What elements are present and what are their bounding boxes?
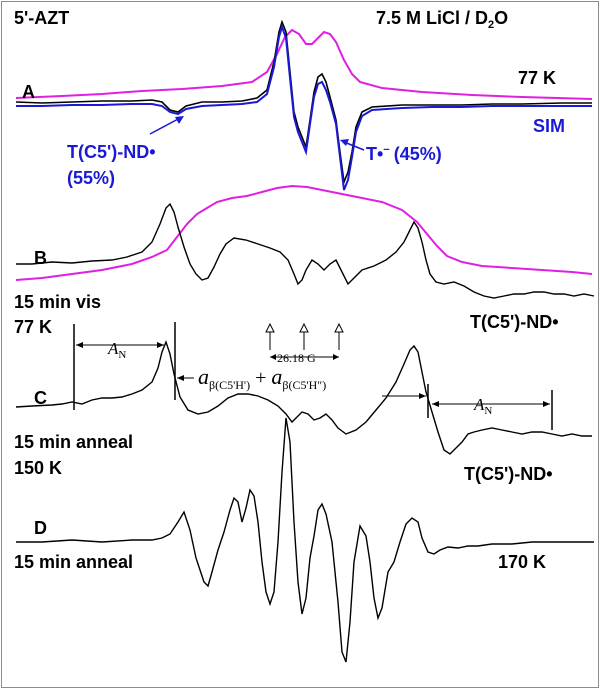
temp-a-label: 77 K: [518, 68, 556, 88]
spectrum-b-experimental: [16, 202, 595, 299]
an-arrowhead-right-1: [432, 401, 439, 407]
c-condition-line1: 15 min anneal: [14, 432, 133, 452]
abeta-arrowhead-left: [177, 375, 184, 381]
nd-radical-label: T(C5')-ND•: [67, 142, 156, 162]
t-radical-label: T•− (45%): [366, 144, 442, 164]
d-condition-label: 15 min anneal: [14, 552, 133, 572]
t-pointer-arrow: [343, 141, 365, 151]
b-condition-line1: 15 min vis: [14, 292, 101, 312]
solvent-label: 7.5 M LiCl / D2O: [376, 8, 508, 31]
b-condition-line2: 77 K: [14, 317, 52, 337]
spectrum-c-experimental: [15, 339, 592, 455]
an-arrowhead-left-1: [76, 342, 83, 348]
nd-radical-percent: (55%): [67, 168, 115, 188]
spectrum-b-overlay: [15, 184, 593, 281]
peak-up-arrows: [265, 322, 344, 350]
spectrum-a-simulation: [16, 23, 592, 191]
abeta-label: aβ(C5'H') + aβ(C5'H″): [198, 364, 326, 392]
spacing-label: 26.18 G: [277, 351, 316, 365]
an-arrowhead-left-2: [157, 342, 164, 348]
c-condition-line2: 150 K: [14, 458, 62, 478]
an-arrowhead-right-2: [543, 401, 550, 407]
panel-c-label: C: [34, 388, 47, 408]
d-temp-label: 170 K: [498, 552, 546, 572]
spectrum-a-experimental: [15, 19, 592, 186]
c-species-label: T(C5')-ND•: [464, 464, 553, 484]
spacing-arrowhead-right: [333, 354, 339, 360]
panel-b-label: B: [34, 248, 47, 268]
abeta-arrowhead-right: [419, 393, 426, 399]
panel-d-label: D: [34, 518, 47, 538]
nd-pointer-arrow: [149, 117, 181, 135]
t-pointer-head: [340, 139, 349, 146]
b-species-label: T(C5')-ND•: [470, 312, 559, 332]
spacing-arrowhead-left: [270, 354, 276, 360]
panel-a-label: A: [22, 82, 35, 102]
an-label-right: AN: [473, 395, 492, 417]
sample-label: 5'-AZT: [14, 8, 69, 28]
nd-pointer-head: [175, 116, 184, 124]
spectrum-a-overlay: [15, 28, 593, 100]
spectrum-d-experimental: [16, 417, 594, 663]
sim-label: SIM: [533, 116, 565, 136]
an-label-left: AN: [107, 339, 126, 361]
